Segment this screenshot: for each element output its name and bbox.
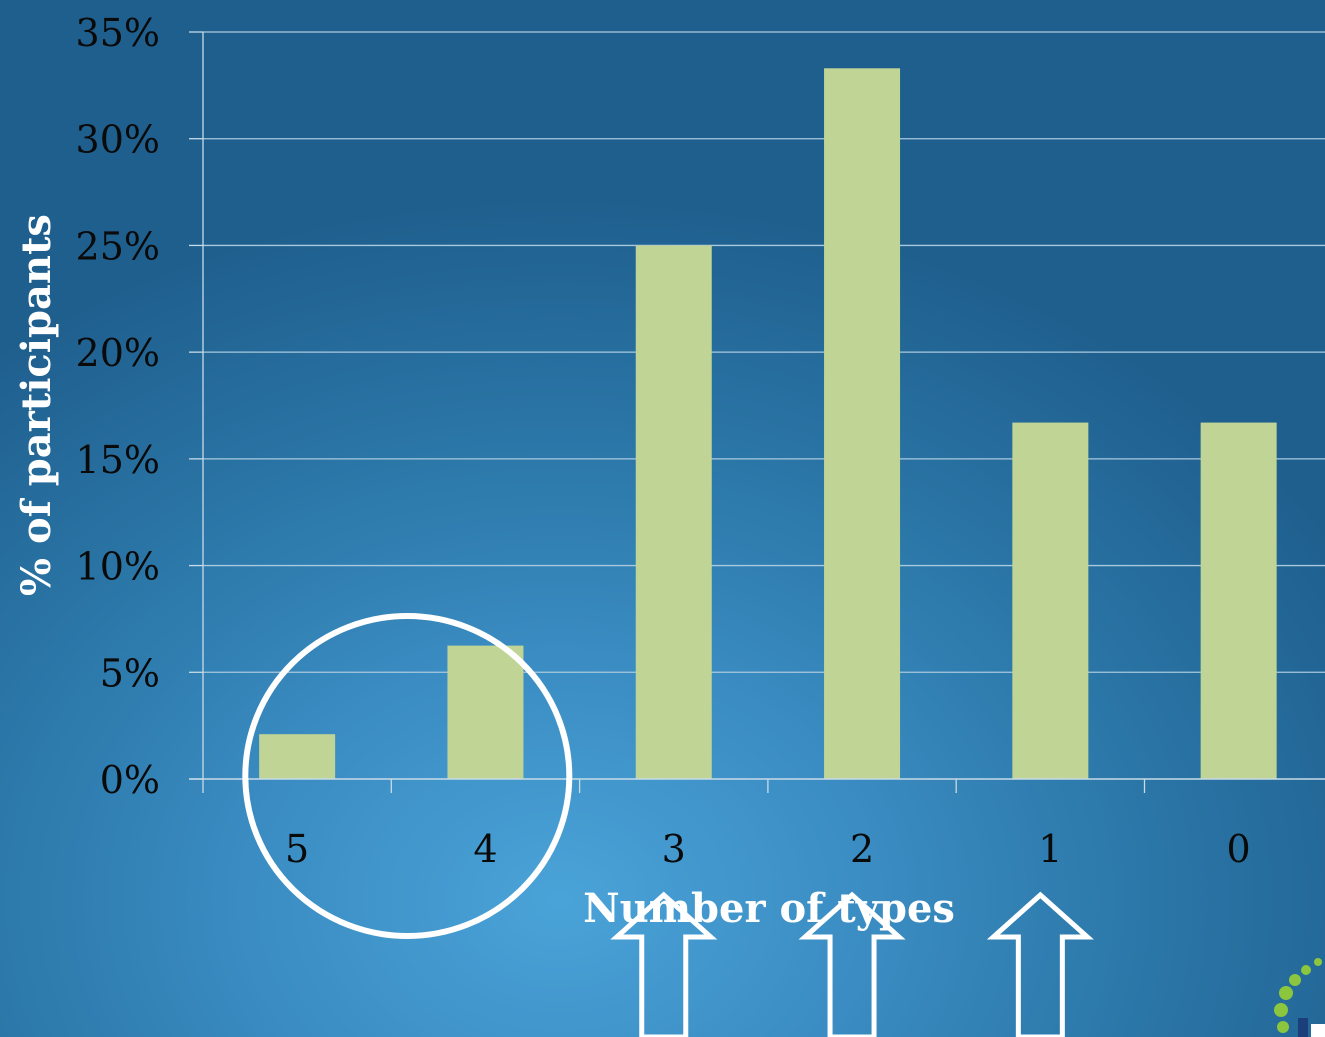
bar-0: [1200, 422, 1277, 779]
y-tick-label: 0%: [100, 758, 160, 802]
y-tick-labels: 0% 5% 10% 15% 20% 25% 30% 35%: [76, 11, 160, 802]
x-tick-labels: 5 4 3 2 1 0: [285, 827, 1251, 871]
x-tick-label: 2: [850, 827, 874, 871]
bar-3: [635, 245, 712, 779]
bar-1: [1012, 422, 1089, 779]
annotations: [242, 613, 1094, 1037]
up-arrow-icon: [798, 891, 906, 1037]
bar-5: [259, 734, 336, 779]
x-tick-label: 4: [473, 827, 497, 871]
highlight-circle: [242, 613, 573, 939]
y-tick-label: 10%: [76, 545, 160, 589]
y-tick-label: 20%: [76, 331, 160, 375]
up-arrow-icon: [986, 891, 1094, 1037]
up-arrow-icon: [610, 891, 718, 1037]
bar-2: [824, 68, 901, 780]
x-tick-label: 5: [285, 827, 309, 871]
x-tick-label: 3: [662, 827, 686, 871]
bar-4: [447, 645, 524, 779]
gridlines: [203, 31, 1325, 673]
y-tick-label: 30%: [76, 118, 160, 162]
y-tick-label: 25%: [76, 224, 160, 268]
y-tick-label: 15%: [76, 438, 160, 482]
y-axis-title: % of participants: [13, 214, 60, 596]
y-tick-label: 5%: [100, 651, 160, 695]
y-tick-label: 35%: [76, 11, 160, 55]
bars: [259, 68, 1277, 780]
x-axis-title: Number of types: [583, 885, 955, 932]
x-tick-label: 0: [1227, 827, 1251, 871]
x-tick-label: 1: [1038, 827, 1062, 871]
axes: [189, 31, 1325, 793]
dotted-arc-logo-icon: [1274, 958, 1325, 1037]
